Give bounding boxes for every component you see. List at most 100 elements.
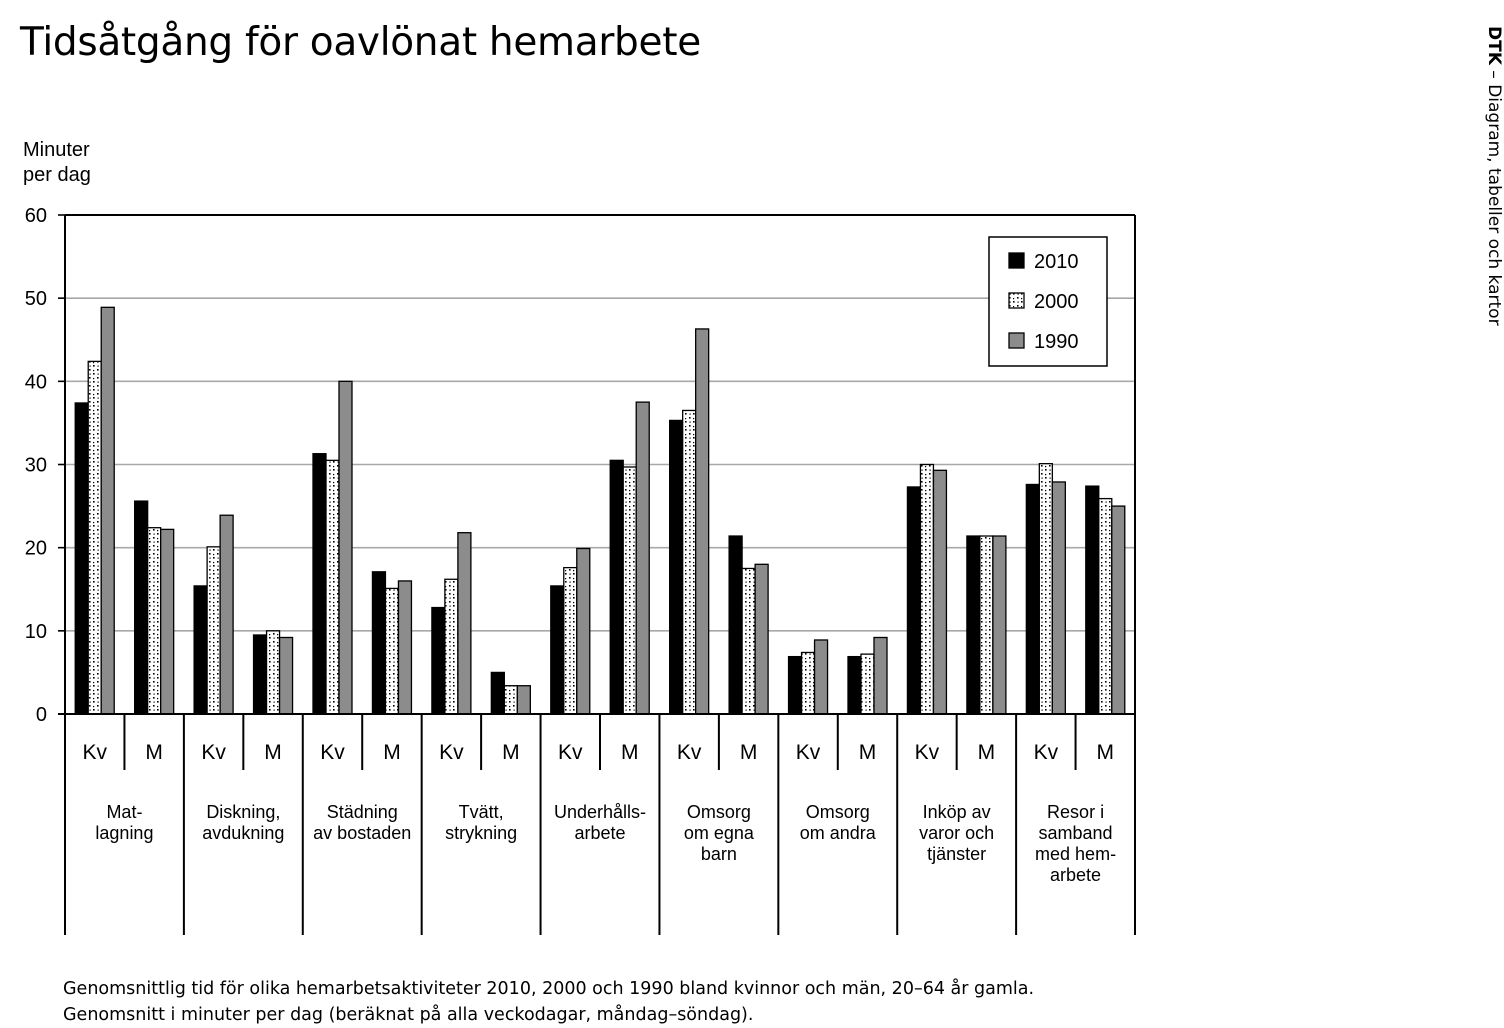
x-tick-label: M [740, 741, 758, 764]
bar-1990 [576, 547, 591, 715]
bar-2010 [490, 671, 505, 715]
group-label: Tvätt, strykning [445, 802, 517, 843]
group-label-line: om andra [800, 823, 877, 843]
x-tick-label: Kv [915, 741, 940, 764]
bar-2000 [800, 651, 816, 715]
y-tick-label: 20 [25, 538, 47, 560]
bar-2000 [741, 567, 756, 715]
bar-2010 [787, 655, 803, 715]
side-label: DTK – Diagram, tabeller och kartor [1484, 26, 1504, 326]
bar-2010 [669, 419, 684, 715]
bar-2010 [728, 535, 743, 715]
side-label-bold: DTK [1484, 26, 1504, 65]
group-label: Diskning, avdukning [202, 802, 284, 843]
bar-2010 [431, 606, 446, 715]
group-label-line: arbete [1050, 865, 1101, 885]
group-label-line: Omsorg [806, 802, 870, 822]
x-tick-label: M [1097, 741, 1115, 764]
group-label: Mat-lagning [95, 802, 153, 843]
bar-1990 [100, 306, 115, 715]
group-label-line: barn [701, 844, 737, 864]
group-label-line: av bostaden [313, 823, 411, 843]
group-label-line: Diskning, [206, 802, 280, 822]
bar-1990 [219, 514, 234, 715]
legend-swatch [1008, 292, 1025, 309]
category-labels: Kv M Mat-lagning Kv M Diskning, avdukning Kv M St… [82, 741, 1116, 885]
bar-2010 [847, 655, 862, 715]
bar-1990 [516, 685, 531, 715]
y-tick-label: 40 [25, 371, 47, 393]
footnote: Genomsnittlig tid för olika hemarbetsakt… [63, 976, 1034, 1028]
bar-2000 [87, 360, 102, 715]
bar-1990 [278, 636, 294, 715]
bar-2010 [1025, 483, 1040, 715]
bar-2000 [325, 459, 340, 715]
group-label-line: Mat- [106, 802, 142, 822]
grid-lines [65, 297, 1135, 632]
bar-2010 [371, 571, 387, 715]
group-label-line: med hem- [1035, 844, 1116, 864]
x-tick-label: M [859, 741, 877, 764]
bar-2000 [1038, 463, 1053, 715]
bar-2000 [682, 409, 697, 715]
group-label-line: Inköp av [923, 802, 991, 822]
bar-1990 [813, 639, 829, 715]
bar-1990 [635, 401, 650, 715]
axes: 0 10 20 30 40 50 60 [25, 205, 1136, 935]
bar-2000 [563, 566, 578, 715]
group-label-line: Städning [327, 802, 398, 822]
bar-2010 [966, 535, 981, 715]
bar-2010 [550, 585, 565, 715]
group-label: Omsorg om egna barn [684, 802, 755, 864]
side-label-rest: – Diagram, tabeller och kartor [1484, 64, 1504, 326]
bar-1990 [1111, 505, 1126, 715]
bar-2000 [503, 685, 518, 715]
bars [74, 306, 1126, 715]
group-label-line: strykning [445, 823, 517, 843]
x-tick-label: Kv [320, 741, 345, 764]
bar-1990 [873, 636, 888, 715]
x-tick-label: Kv [439, 741, 464, 764]
group-label-line: samband [1039, 823, 1113, 843]
legend-label: 2000 [1034, 291, 1079, 313]
x-tick-label: M [383, 741, 401, 764]
x-tick-label: M [621, 741, 639, 764]
bar-2000 [1098, 497, 1113, 715]
y-tick-label: 0 [36, 704, 47, 726]
bar-1990 [932, 469, 948, 715]
bar-2000 [444, 578, 459, 715]
group-label-line: varor och [919, 823, 994, 843]
group-label-line: Omsorg [687, 802, 751, 822]
legend-label: 1990 [1034, 331, 1079, 353]
bar-2010 [312, 453, 327, 715]
group-label: Underhålls-arbete [554, 802, 646, 843]
group-label-line: avdukning [202, 823, 284, 843]
bar-2000 [147, 527, 162, 715]
legend-label: 2010 [1034, 251, 1079, 273]
x-tick-label: Kv [558, 741, 583, 764]
bar-2000 [860, 653, 875, 715]
bar-2010 [74, 402, 89, 715]
bar-2010 [1085, 485, 1100, 715]
bar-1990 [754, 563, 769, 715]
bar-1990 [695, 328, 710, 715]
bar-2010 [193, 585, 208, 715]
group-label-line: Underhålls- [554, 802, 646, 822]
footnote-line-1: Genomsnittlig tid för olika hemarbetsakt… [63, 979, 1035, 999]
x-tick-label: M [978, 741, 996, 764]
bar-2010 [906, 486, 922, 715]
x-tick-label: Kv [796, 741, 821, 764]
bar-2000 [919, 463, 935, 715]
group-label: Omsorg om andra [800, 802, 877, 843]
bar-2000 [206, 546, 221, 715]
bar-1990 [457, 532, 472, 715]
group-label-line: arbete [574, 823, 625, 843]
x-tick-label: Kv [1034, 741, 1059, 764]
bar-1990 [160, 528, 175, 715]
group-label-line: tjänster [927, 844, 986, 864]
group-label-line: Resor i [1047, 802, 1104, 822]
x-tick-label: Kv [201, 741, 226, 764]
y-axis-label: Minuter per dag [23, 139, 91, 186]
bar-2000 [265, 630, 281, 715]
